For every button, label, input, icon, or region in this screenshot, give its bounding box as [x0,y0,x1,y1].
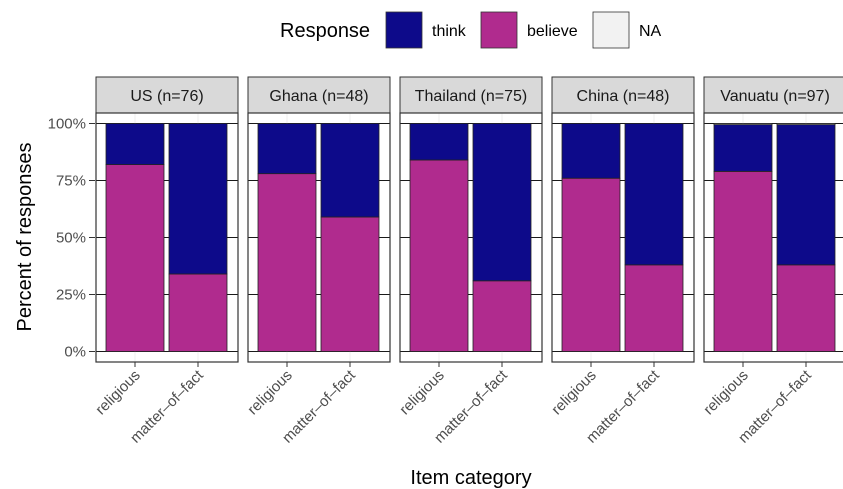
facet-strip [551,76,695,114]
bar-think [409,123,469,161]
panel-border [95,112,239,363]
bar-na [776,123,836,126]
x-tick-label: religious [244,367,296,419]
bar-think [561,123,621,179]
bar-think [713,124,773,172]
x-tick-label: religious [700,367,752,419]
facet-strip [95,76,239,114]
facet-strip-label: Vanuatu (n=97) [720,88,830,105]
y-axis-title: Percent of responses [14,143,36,332]
bar-believe [624,264,684,352]
bar-think [776,124,836,266]
legend-label-think: think [432,23,467,40]
facet-strip-label: US (n=76) [130,88,203,105]
bar-believe [257,173,317,352]
y-tick-label: 100% [48,116,86,133]
bar-believe [320,216,380,352]
legend: Response think believe NA [280,11,662,49]
bar-think [624,123,684,266]
panel-border [247,112,391,363]
bar-na [713,123,773,126]
x-axis-title: Item category [410,467,531,489]
bar-think [472,123,532,282]
legend-label-na: NA [639,23,662,40]
y-tick-label: 75% [56,173,86,190]
legend-swatch-think [385,11,423,49]
facet-strip-label: China (n=48) [577,88,670,105]
panel-border [551,112,695,363]
bar-believe [105,164,165,352]
facet-strip-label: Thailand (n=75) [415,88,528,105]
bar-believe [168,273,228,352]
y-axis: 0% 25% 50% 75% 100% [48,116,95,361]
y-tick-label: 50% [56,230,86,247]
x-tick-label: religious [396,367,448,419]
x-tick-label: religious [548,367,600,419]
y-tick-label: 0% [64,344,86,361]
bar-believe [561,177,621,352]
legend-title: Response [280,20,370,42]
y-tick-label: 25% [56,287,86,304]
bar-believe [776,264,836,352]
bar-think [105,123,165,165]
bar-believe [713,170,773,352]
legend-swatch-believe [480,11,518,49]
bar-believe [409,159,469,352]
bar-think [168,123,228,275]
legend-label-believe: believe [527,23,578,40]
legend-swatch-na [592,11,630,49]
panel-border [399,112,543,363]
facet-strip-label: Ghana (n=48) [269,88,368,105]
x-tick-label: religious [92,367,144,419]
panel-border [703,112,843,363]
bar-think [257,123,317,175]
facet-strip [703,76,843,114]
facet-strip [247,76,391,114]
bar-believe [472,280,532,352]
bar-think [320,123,380,218]
